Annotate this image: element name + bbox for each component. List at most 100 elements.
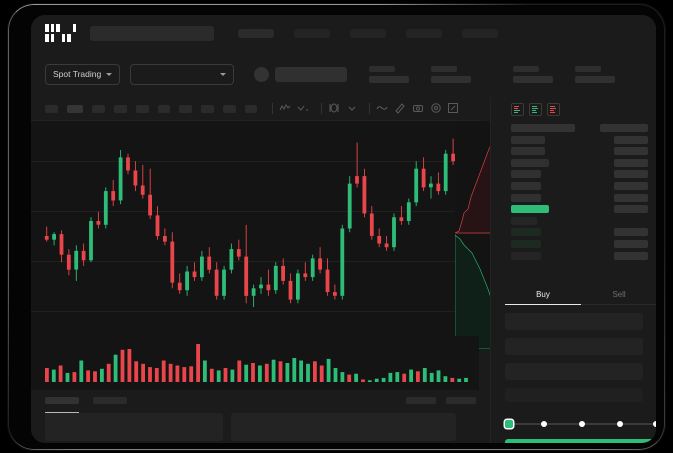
buy-sell-tabs: Buy Sell xyxy=(505,290,656,305)
indicators-icon[interactable] xyxy=(328,102,341,115)
price-chart[interactable] xyxy=(31,121,479,336)
orderbook-ask-row[interactable] xyxy=(511,170,648,179)
orderbook-bid-row[interactable] xyxy=(511,251,648,260)
amount-field[interactable] xyxy=(505,363,643,380)
market-type-selector[interactable]: Spot Trading xyxy=(45,63,121,85)
nav-item-1[interactable] xyxy=(238,28,274,38)
ask-price xyxy=(511,158,549,167)
settings-icon[interactable] xyxy=(430,102,443,115)
timeframe-button[interactable] xyxy=(114,104,127,113)
amount-percent-slider[interactable] xyxy=(505,419,656,429)
bid-price xyxy=(511,239,541,248)
okx-logo-x xyxy=(67,24,76,42)
market-type-label: Spot Trading xyxy=(53,69,102,79)
place-buy-order-button[interactable] xyxy=(505,439,656,443)
tab-buy[interactable]: Buy xyxy=(505,290,581,305)
timeframe-button[interactable] xyxy=(157,104,171,113)
orderbook-bids-icon[interactable] xyxy=(529,103,542,116)
candlestick-series xyxy=(44,138,478,307)
ask-amount xyxy=(614,158,648,167)
ticker-stat-value xyxy=(431,75,472,83)
chevron-down-icon xyxy=(106,72,113,76)
ask-amount xyxy=(614,135,648,144)
order-type-field[interactable] xyxy=(505,313,643,330)
ask-price xyxy=(511,147,545,156)
price-field[interactable] xyxy=(505,338,643,355)
slider-stop-75[interactable] xyxy=(617,420,623,427)
ticker-stat-value xyxy=(513,75,554,83)
orderbook-mid-price-row[interactable] xyxy=(511,205,648,214)
bottom-cards xyxy=(31,404,490,441)
orderbook-view-toggles xyxy=(491,97,656,120)
ticker-stat-label xyxy=(575,65,602,72)
chart-toolbar xyxy=(31,97,479,121)
timeframe-button-active[interactable] xyxy=(66,104,84,113)
volume-series xyxy=(45,344,468,382)
bottom-card-1[interactable] xyxy=(45,413,223,441)
bid-amount xyxy=(614,228,648,237)
timeframe-button[interactable] xyxy=(179,104,193,113)
bid-amount xyxy=(614,239,648,248)
bottom-card-2[interactable] xyxy=(231,413,456,441)
bottom-tab-active[interactable] xyxy=(45,397,79,404)
nav-item-4[interactable] xyxy=(406,28,442,38)
timeframe-button[interactable] xyxy=(45,104,58,113)
wave-icon[interactable] xyxy=(376,102,389,115)
slider-handle[interactable] xyxy=(505,420,513,428)
top-header xyxy=(31,15,656,51)
bottom-tab[interactable] xyxy=(93,397,127,404)
chart-gridline xyxy=(31,311,479,312)
ask-price xyxy=(511,135,545,144)
orderbook-bid-row[interactable] xyxy=(511,228,648,237)
candlestick-icon[interactable] xyxy=(279,102,292,115)
search-input[interactable] xyxy=(90,25,214,41)
bottom-action-1[interactable] xyxy=(406,397,436,404)
bottom-action-2[interactable] xyxy=(446,397,476,404)
timeframe-button[interactable] xyxy=(135,104,149,113)
orderbook-bid-row[interactable] xyxy=(511,216,648,225)
timeframe-button[interactable] xyxy=(92,104,106,113)
slider-stop-25[interactable] xyxy=(541,420,547,427)
ticker-stat-value xyxy=(369,75,410,83)
orderbook-ask-row[interactable] xyxy=(511,193,648,202)
nav-item-2[interactable] xyxy=(294,28,330,38)
ticker-stat-value xyxy=(575,75,616,83)
ticker-stat-1 xyxy=(369,65,410,83)
order-form-fields xyxy=(505,313,643,410)
total-field[interactable] xyxy=(505,388,643,402)
orderbook-bid-row[interactable] xyxy=(511,239,648,248)
orderbook-ask-row[interactable] xyxy=(511,147,648,156)
fullscreen-icon[interactable] xyxy=(447,102,460,115)
coin-avatar xyxy=(254,66,270,82)
pencil-icon[interactable] xyxy=(394,102,407,115)
orderbook-ask-row[interactable] xyxy=(511,181,648,190)
timeframe-button[interactable] xyxy=(201,104,214,113)
slider-stop-100[interactable] xyxy=(653,420,656,427)
camera-icon[interactable] xyxy=(412,102,425,115)
bid-amount xyxy=(614,251,648,260)
chart-gridline xyxy=(31,261,479,262)
nav-item-5[interactable] xyxy=(462,28,498,38)
orderbook-asks-icon[interactable] xyxy=(547,103,560,116)
ask-amount xyxy=(614,147,648,156)
tab-sell[interactable]: Sell xyxy=(581,290,656,305)
ticker-bar: Spot Trading xyxy=(31,51,656,97)
orderbook-both-icon[interactable] xyxy=(511,103,524,116)
app-screen: Spot Trading xyxy=(31,15,656,443)
orderbook-col-price xyxy=(511,124,575,132)
bid-price xyxy=(511,251,541,260)
orderbook-ask-row[interactable] xyxy=(511,135,648,144)
okx-logo[interactable] xyxy=(45,24,76,42)
timeframe-button[interactable] xyxy=(244,104,258,113)
ask-amount xyxy=(614,181,648,190)
orderbook-rows[interactable] xyxy=(491,120,656,260)
nav-item-3[interactable] xyxy=(350,28,386,38)
toolbar-divider xyxy=(369,103,371,114)
line-chart-icon[interactable] xyxy=(297,102,310,115)
chevron-down-icon[interactable] xyxy=(346,102,359,115)
ticker-stat-4 xyxy=(575,65,616,83)
timeframe-button[interactable] xyxy=(222,104,236,113)
pair-selector[interactable] xyxy=(130,63,235,85)
orderbook-ask-row[interactable] xyxy=(511,158,648,167)
slider-stop-50[interactable] xyxy=(579,420,585,427)
